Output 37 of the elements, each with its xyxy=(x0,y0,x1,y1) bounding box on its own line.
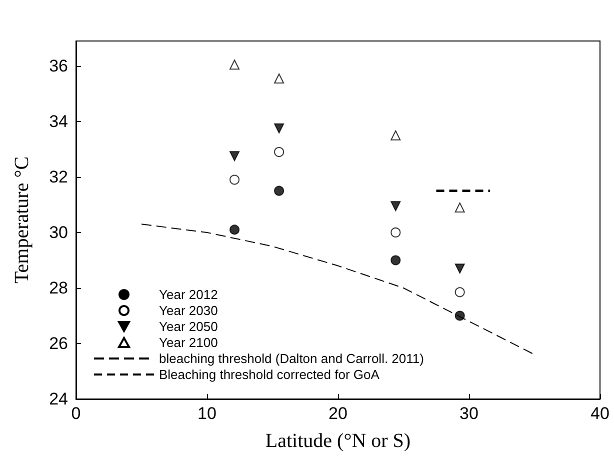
point xyxy=(274,147,284,158)
point xyxy=(390,130,401,140)
point xyxy=(454,287,465,298)
x-axis-title: Latitude (°N or S) xyxy=(265,430,411,452)
y-tick-label: 34 xyxy=(49,112,68,131)
point xyxy=(230,60,240,70)
y-tick-label: 28 xyxy=(49,278,68,298)
legend-label: Year 2100 xyxy=(159,335,218,350)
legend-label: bleaching threshold (Dalton and Carroll. 2011) xyxy=(159,351,424,366)
y-tick-label: 36 xyxy=(49,56,68,76)
x-tick-label: 30 xyxy=(460,404,478,423)
point xyxy=(454,310,465,321)
x-tick-label: 20 xyxy=(328,404,348,423)
point xyxy=(230,224,240,235)
x-tick-label: 40 xyxy=(590,404,610,423)
point xyxy=(274,73,284,84)
y-tick-label: 24 xyxy=(49,390,68,408)
y-tick-label: 30 xyxy=(49,222,68,242)
point xyxy=(274,186,284,196)
legend-label: Year 2012 xyxy=(159,287,218,302)
x-tick-label: 0 xyxy=(71,404,81,423)
point xyxy=(390,201,401,212)
point xyxy=(230,151,240,162)
point xyxy=(390,255,401,266)
y-tick-label: 32 xyxy=(49,167,68,186)
point xyxy=(230,174,240,185)
y-tick-label: 26 xyxy=(49,334,68,353)
point xyxy=(454,264,465,274)
line-series xyxy=(141,224,535,356)
legend-label: Year 2030 xyxy=(159,303,218,318)
legend-label: Year 2050 xyxy=(159,319,218,334)
point xyxy=(390,227,401,238)
point xyxy=(454,202,465,213)
y-axis-title: Temperature °C xyxy=(11,156,33,284)
x-tick-label: 10 xyxy=(198,404,216,423)
point xyxy=(274,123,284,134)
legend-label: Bleaching threshold corrected for GoA xyxy=(159,367,380,382)
